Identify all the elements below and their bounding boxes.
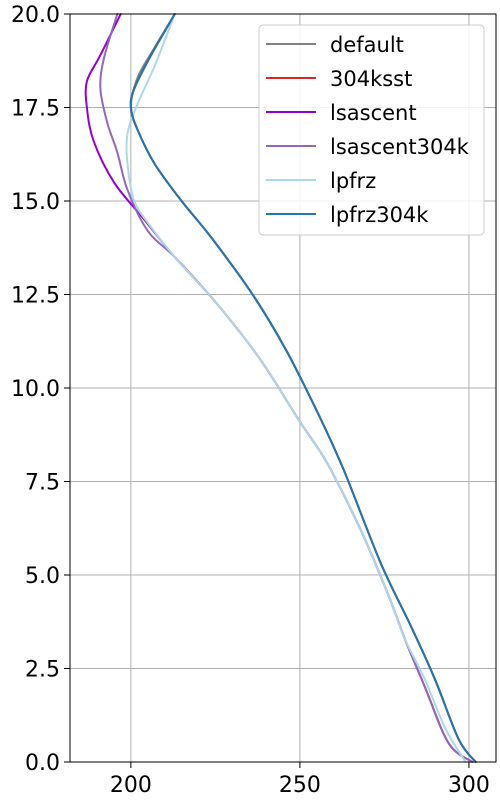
legend: default 304ksst lsascent lsascent304k lpfrz l… — [258, 24, 485, 236]
y-tick-label: 0.0 — [25, 751, 60, 776]
legend-label-lsascent: lsascent — [330, 101, 417, 125]
y-tick-label: 12.5 — [11, 284, 60, 309]
legend-label-default: default — [330, 33, 404, 57]
x-tick-label: 300 — [448, 773, 490, 798]
y-tick-label: 20.0 — [11, 3, 60, 28]
x-tick-label: 250 — [279, 773, 321, 798]
series-lines — [84, 13, 477, 763]
series-line-lpfrz — [125, 13, 467, 763]
legend-label-lpfrz: lpfrz — [330, 169, 376, 193]
y-tick-label: 5.0 — [25, 564, 60, 589]
legend-label-304ksst: 304ksst — [330, 67, 412, 91]
y-tick-label: 10.0 — [11, 377, 60, 402]
x-tick-label: 200 — [110, 773, 152, 798]
legend-label-lpfrz304k: lpfrz304k — [330, 203, 429, 227]
axis-ticks: 200 250 300 0.0 2.5 5.0 7.5 10.0 12.5 15.0 17.5 20.… — [11, 3, 490, 798]
y-tick-label: 15.0 — [11, 190, 60, 215]
y-tick-label: 7.5 — [25, 471, 60, 496]
y-tick-label: 2.5 — [25, 658, 60, 683]
y-tick-label: 17.5 — [11, 97, 60, 122]
series-line-lpfrz304k — [129, 13, 477, 763]
legend-label-lsascent304k: lsascent304k — [330, 135, 470, 159]
